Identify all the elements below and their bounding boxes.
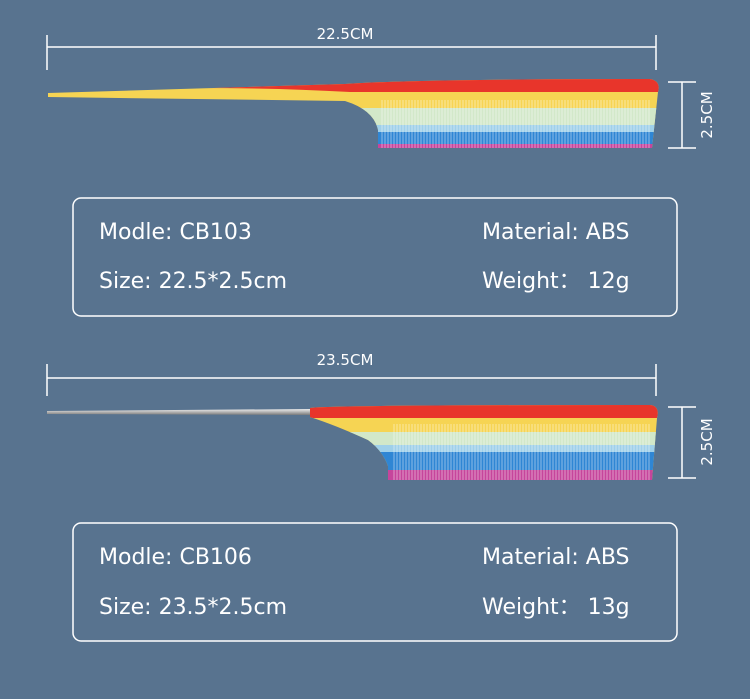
size: Size: 22.5*2.5cm <box>99 269 287 294</box>
weight: Weight： 13g <box>482 595 630 620</box>
weight: Weight： 12g <box>482 269 630 294</box>
comb-teeth <box>393 424 650 480</box>
comb-body <box>310 405 658 480</box>
length-label: 23.5CM <box>317 351 374 369</box>
material: Material: ABS <box>482 220 630 245</box>
comb-body <box>48 79 659 148</box>
spec-box <box>72 522 678 642</box>
length-label: 22.5CM <box>317 25 374 43</box>
comb-teeth <box>381 100 650 148</box>
model: Modle: CB103 <box>99 220 252 245</box>
size: Size: 23.5*2.5cm <box>99 595 287 620</box>
comb-2: 23.5CM 2.5CM <box>46 351 716 480</box>
metal-pin <box>47 409 312 415</box>
spec-box <box>72 197 678 317</box>
comb-1: 22.5CM 2.5CM <box>46 25 716 149</box>
height-label: 2.5CM <box>698 418 716 465</box>
material: Material: ABS <box>482 545 630 570</box>
height-label: 2.5CM <box>698 91 716 138</box>
model: Modle: CB106 <box>99 545 252 570</box>
